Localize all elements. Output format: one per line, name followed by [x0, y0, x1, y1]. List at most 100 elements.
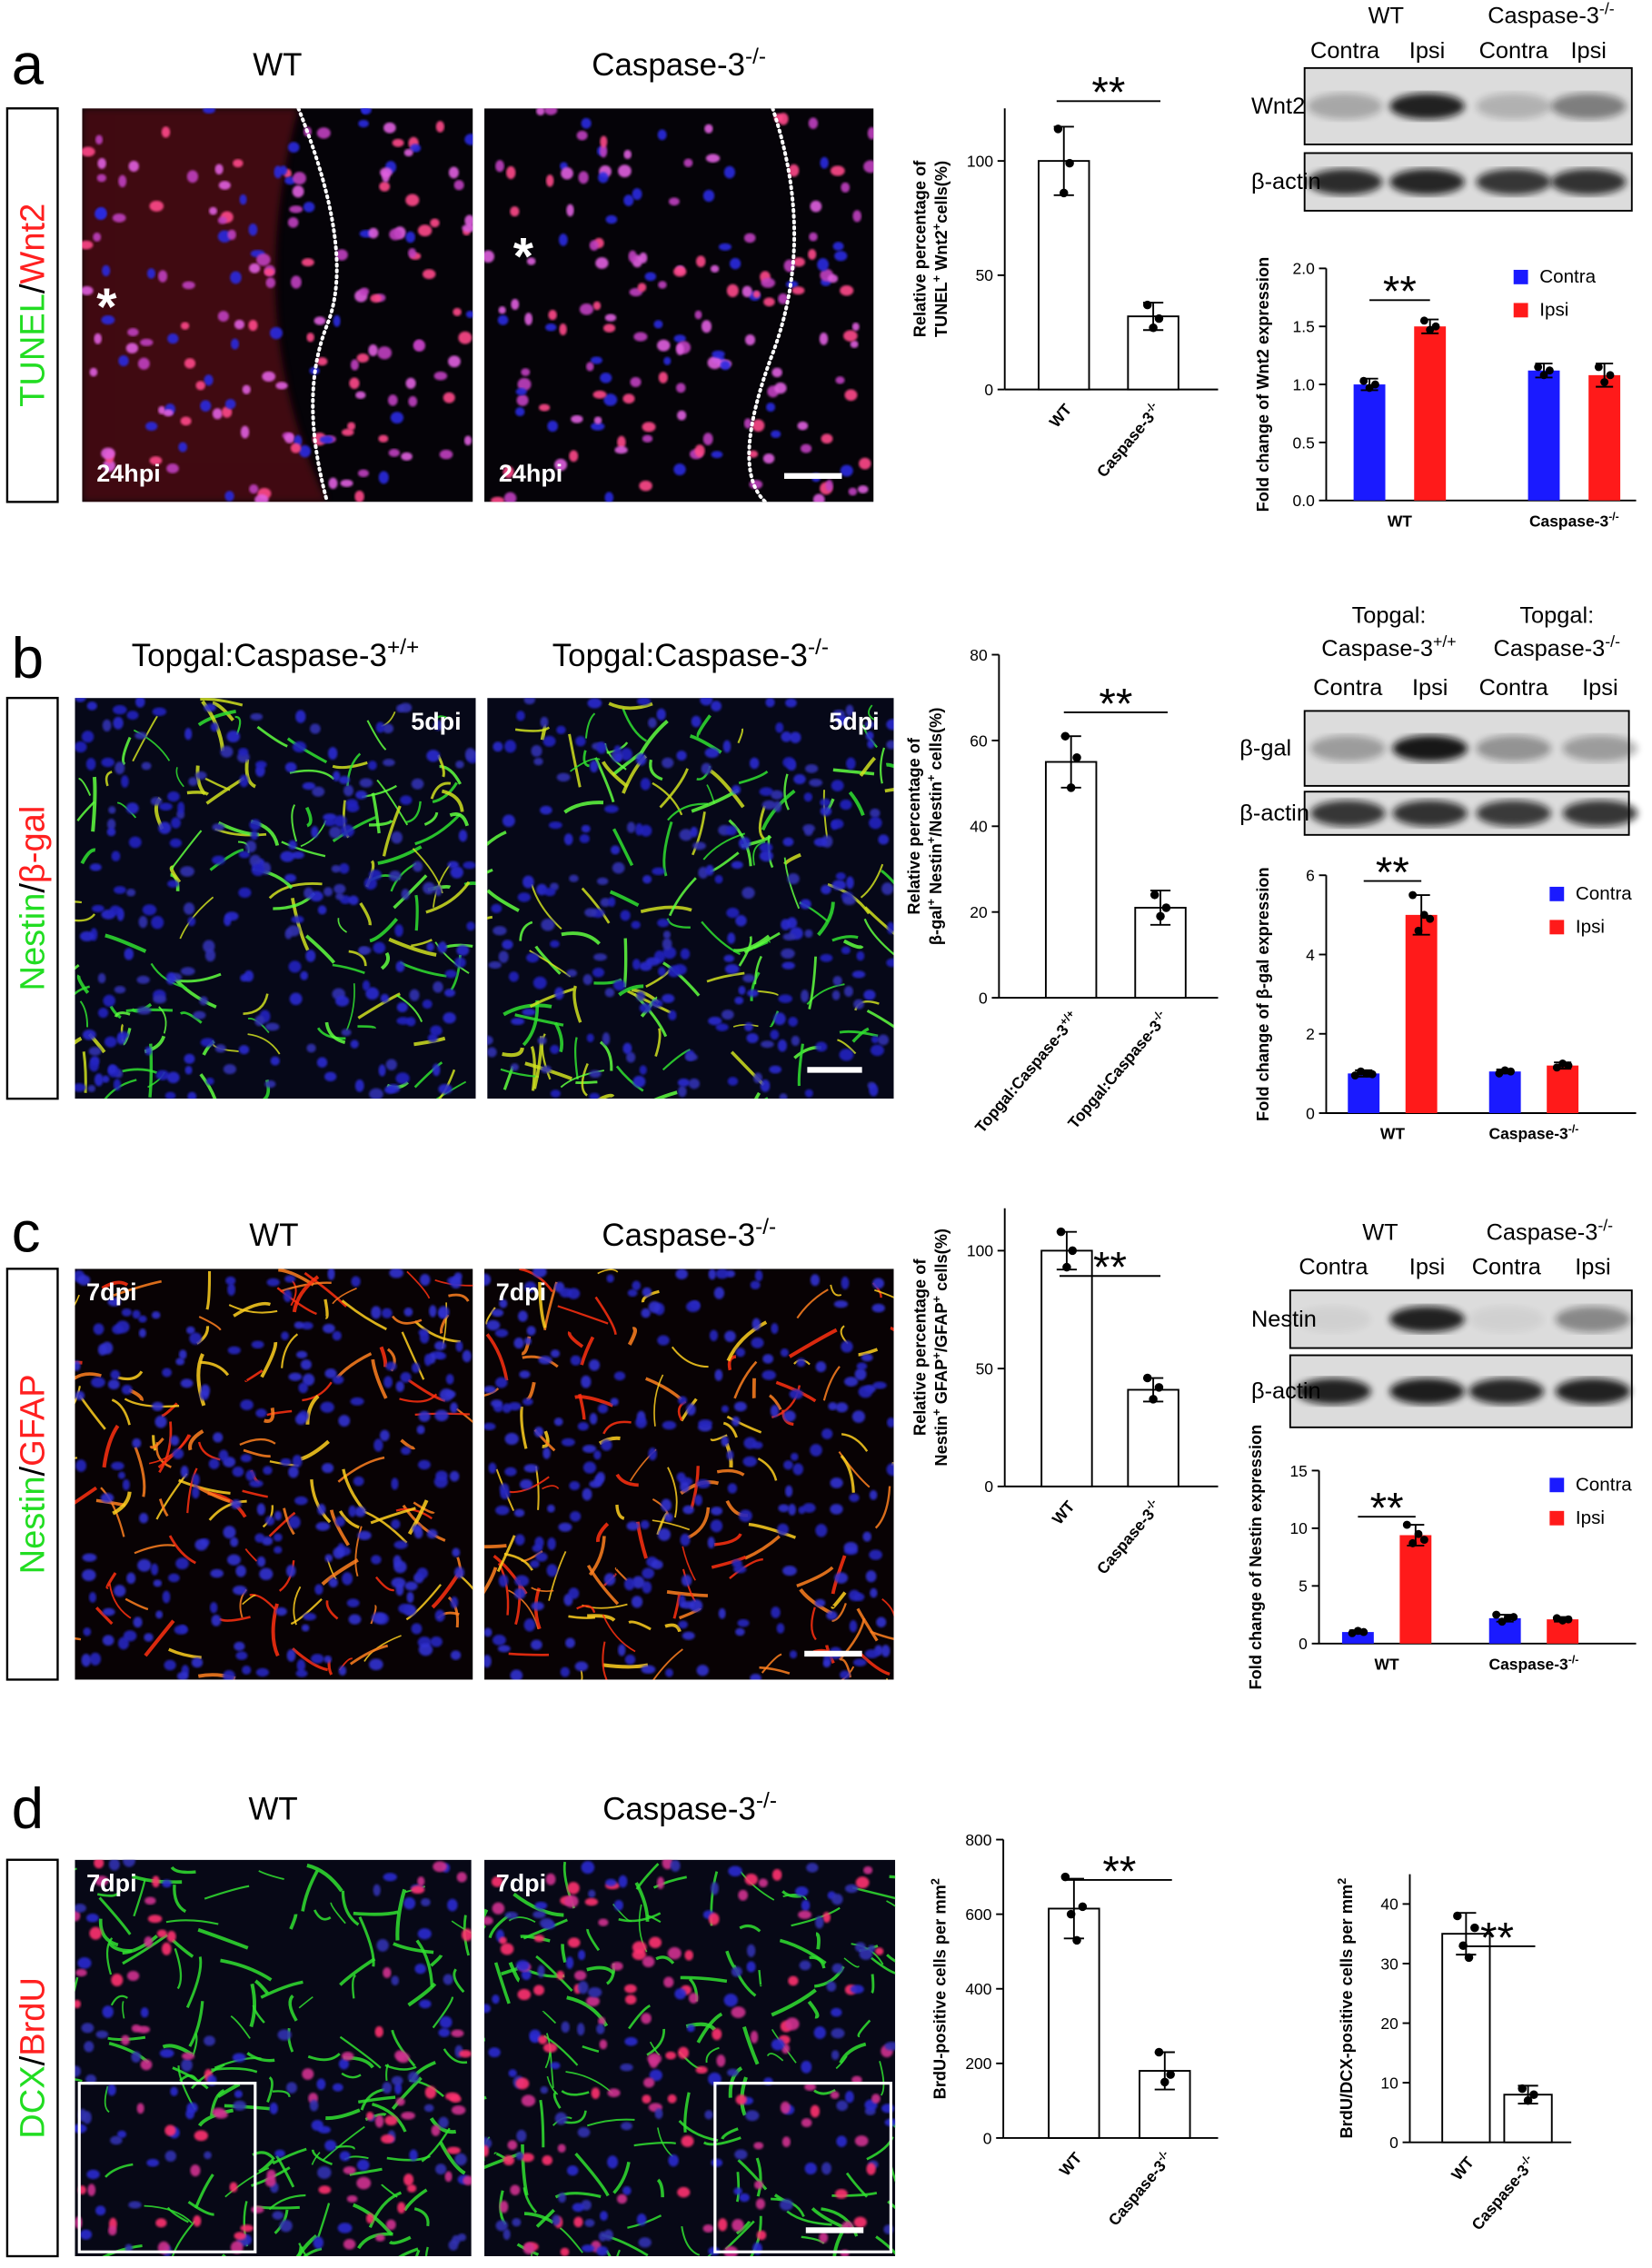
cell [298, 1382, 308, 1394]
cell [453, 307, 462, 316]
fiber [96, 1890, 121, 1897]
cell [178, 1349, 187, 1360]
cell [843, 986, 853, 997]
data-point [1529, 2090, 1538, 2099]
fiber [393, 1942, 434, 1955]
panel-label: c [12, 1200, 41, 1264]
cell [262, 371, 276, 383]
cell [604, 492, 614, 502]
fiber [667, 802, 709, 821]
cell [641, 1665, 656, 1675]
fiber [360, 2087, 385, 2111]
y-axis-label: BrdU/DCX-positive cells per mm2 [1335, 1878, 1357, 2139]
fiber [405, 1584, 443, 1621]
fiber [321, 1558, 359, 1586]
fiber [522, 1000, 540, 1047]
cell [404, 1581, 418, 1591]
cell [622, 1042, 632, 1055]
fiber [441, 789, 464, 812]
cell [801, 2060, 812, 2074]
superscript: +/+ [1433, 632, 1457, 651]
superscript: + [930, 1408, 943, 1415]
cell [463, 861, 476, 870]
fiber [311, 2149, 333, 2166]
cell [186, 170, 199, 184]
cell [311, 826, 319, 839]
cell [727, 932, 736, 944]
cell [353, 1476, 364, 1487]
fiber [296, 2246, 304, 2257]
fiber [633, 2142, 676, 2147]
cell [761, 1369, 776, 1380]
data-point [1594, 363, 1603, 372]
fiber [615, 1504, 625, 1520]
cell [193, 2215, 202, 2227]
cell [166, 463, 179, 473]
legend-swatch [1549, 1510, 1565, 1526]
cell [141, 761, 152, 771]
blot-group: WT [1362, 1220, 1398, 1246]
fiber [574, 1395, 614, 1408]
fiber [149, 1437, 164, 1449]
fiber [871, 1974, 875, 1994]
fiber [443, 2048, 468, 2064]
cell [495, 1505, 510, 1516]
cell [746, 1961, 756, 1973]
cell [813, 838, 828, 847]
cell [781, 919, 791, 930]
cell [593, 1450, 602, 1460]
fiber [197, 1441, 221, 1461]
cell [851, 970, 866, 979]
cell [158, 821, 172, 834]
fiber [287, 2027, 294, 2053]
cell [869, 1083, 879, 1097]
cell [438, 2116, 449, 2129]
cell [694, 444, 705, 458]
lane-label: Ipsi [1582, 675, 1617, 701]
superscript: -/- [1608, 510, 1619, 522]
cell [782, 1566, 797, 1577]
cell [356, 2159, 370, 2172]
fiber [602, 1420, 632, 1435]
cell [332, 1330, 342, 1341]
cell [649, 2069, 662, 2082]
cell [420, 1897, 431, 1906]
haze [82, 108, 328, 502]
fiber [341, 2072, 362, 2079]
fiber [197, 1927, 249, 1950]
cell [808, 117, 819, 129]
fiber [874, 1288, 894, 1298]
fiber [188, 2001, 204, 2047]
data-point [1056, 1227, 1066, 1237]
cell [704, 124, 713, 134]
x-tick-label: WT [1380, 1125, 1405, 1143]
cell [354, 1507, 366, 1517]
cell [572, 2203, 584, 2213]
cell [300, 970, 309, 980]
fiber [732, 934, 771, 952]
cell [108, 806, 116, 814]
cell [422, 999, 433, 1010]
cell [188, 777, 198, 787]
text-run: cells(%) [926, 708, 945, 775]
cell [668, 2154, 679, 2167]
cell [523, 698, 535, 705]
cell [745, 334, 756, 346]
cell [102, 1075, 110, 1083]
fiber [272, 2090, 291, 2098]
cell [146, 2158, 160, 2167]
cell [849, 1620, 858, 1633]
x-tick-label: WT [1046, 400, 1076, 431]
cell [788, 1975, 799, 1986]
cell [491, 1308, 504, 1318]
fiber [95, 1606, 114, 1626]
x-tick-label: Caspase-3-/- [1529, 510, 1619, 530]
cell [688, 1078, 700, 1089]
cell [531, 1601, 544, 1611]
cell [401, 889, 410, 900]
cell [484, 1627, 493, 1637]
cell [769, 1065, 781, 1074]
cell [771, 1868, 782, 1881]
cell [256, 253, 271, 266]
text-run: WT [249, 1218, 298, 1253]
